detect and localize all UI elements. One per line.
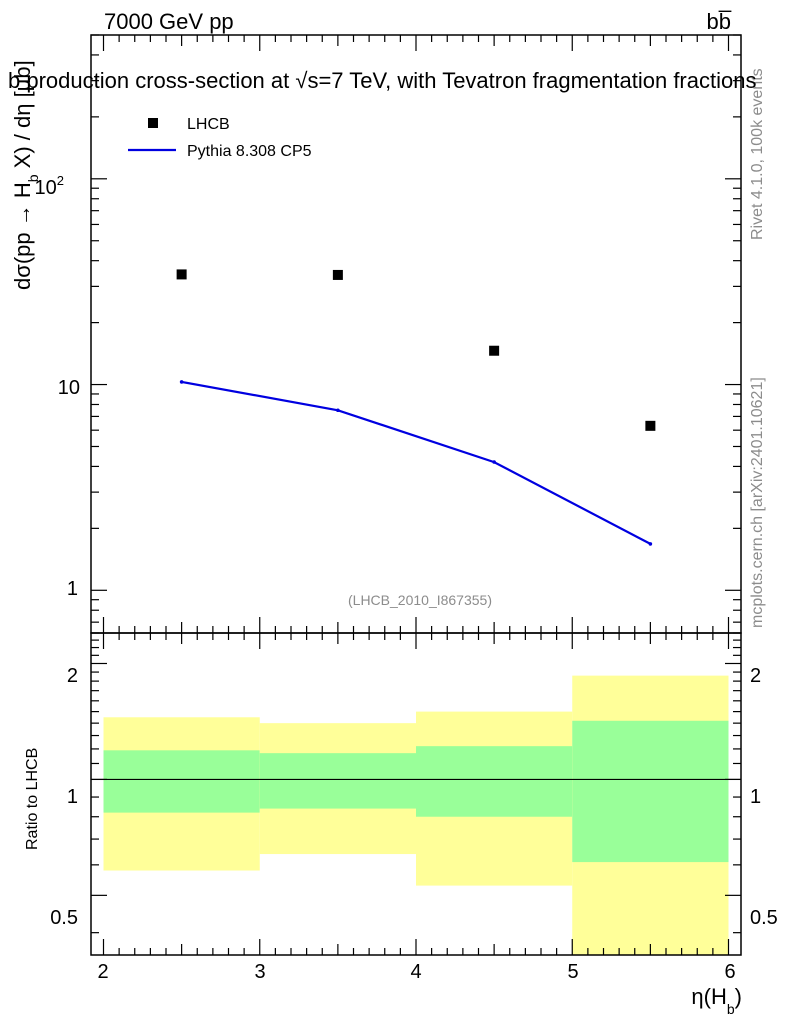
- xtick-label-6: 6: [724, 961, 735, 983]
- lhcb-point: [489, 345, 500, 356]
- ytick-label-1: 1: [67, 578, 78, 600]
- pythia-line: [181, 380, 651, 545]
- ratio-ytick-label-0.5-right: 0.5: [750, 907, 778, 929]
- chart-title: b production cross-section at √s=7 TeV, …: [8, 68, 756, 93]
- lhcb-point: [645, 420, 656, 431]
- ratio-ytick-label-1: 1: [67, 786, 78, 808]
- legend-marker-lhcb: [148, 118, 158, 128]
- main-plot: (LHCB_2010_I867355) b production cross-s…: [8, 34, 756, 634]
- ratio-xtick-labels: 2 3 4 5 6: [97, 961, 735, 983]
- main-ylabel: dσ(pp → Hb X) / dη [μb]: [10, 60, 41, 290]
- ratio-ylabel: Ratio to LHCB: [24, 748, 41, 850]
- rivet-label: Rivet 4.1.0, 100k events: [749, 68, 766, 240]
- ratio-band-inner: [103, 750, 260, 813]
- xtick-label-3: 3: [254, 961, 265, 983]
- ratio-ytick-label-0.5: 0.5: [50, 907, 78, 929]
- ratio-ytick-label-2-right: 2: [750, 665, 761, 687]
- ratio-band-inner: [416, 746, 573, 817]
- legend-label-pythia: Pythia 8.308 CP5: [187, 143, 312, 160]
- analysis-id: (LHCB_2010_I867355): [348, 592, 492, 608]
- pythia-point: [179, 380, 184, 384]
- ratio-frame: [90, 632, 742, 956]
- process-label: bb̅: [707, 9, 732, 34]
- ratio-axis-ticks: [91, 632, 741, 955]
- xtick-label-4: 4: [410, 961, 421, 983]
- ratio-band-inner: [572, 720, 729, 863]
- pythia-point: [648, 542, 653, 546]
- pythia-point: [336, 408, 340, 413]
- pythia-point: [492, 460, 496, 464]
- ratio-band-inner: [259, 753, 416, 809]
- lhcb-points: [176, 269, 656, 431]
- energy-label: 7000 GeV pp: [104, 9, 234, 34]
- ratio-ytick-label-1-right: 1: [750, 786, 761, 808]
- main-axis-ticks: [91, 34, 741, 633]
- source-label: mcplots.cern.ch [arXiv:2401.10621]: [749, 377, 766, 628]
- pythia-points: [179, 380, 653, 546]
- ratio-bands: [103, 675, 729, 955]
- ratio-ytick-label-2: 2: [67, 665, 78, 687]
- ratio-xlabel: η(Hb): [691, 984, 742, 1017]
- xtick-label-5: 5: [567, 961, 578, 983]
- lhcb-point: [176, 269, 187, 280]
- lhcb-point: [332, 269, 343, 280]
- xtick-label-2: 2: [97, 961, 108, 983]
- ytick-label-10: 10: [58, 377, 80, 399]
- ratio-plot: 2 1 0.5 2 1 0.5 Ratio to LHCB 2 3 4 5 6 …: [24, 632, 778, 1017]
- legend-label-lhcb: LHCB: [187, 116, 230, 133]
